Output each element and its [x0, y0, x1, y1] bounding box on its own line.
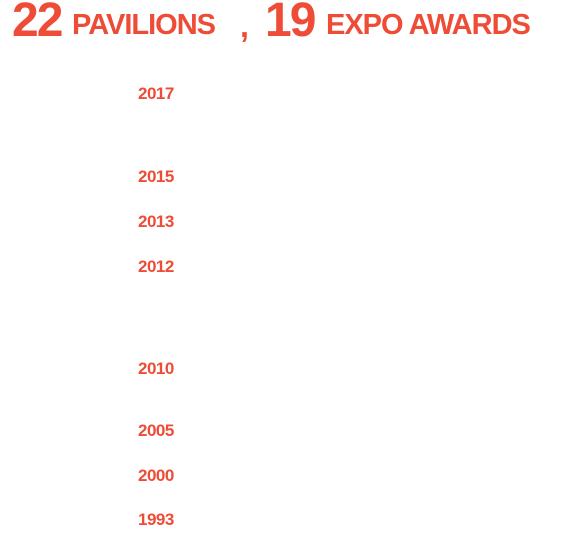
awards-label: EXPO AWARDS: [326, 9, 531, 41]
year-label: 2017: [138, 84, 174, 103]
headline-separator: ,: [240, 8, 249, 44]
year-label: 2015: [138, 167, 174, 186]
pavilions-label: PAVILIONS: [72, 9, 216, 41]
year-label: 2005: [138, 421, 174, 440]
year-label: 2013: [138, 212, 174, 231]
year-label: 2012: [138, 257, 174, 276]
year-label: 2000: [138, 466, 174, 485]
pavilions-count: 22: [12, 0, 63, 47]
year-label: 1993: [138, 510, 174, 529]
awards-count: 19: [265, 0, 316, 47]
year-label: 2010: [138, 359, 174, 378]
